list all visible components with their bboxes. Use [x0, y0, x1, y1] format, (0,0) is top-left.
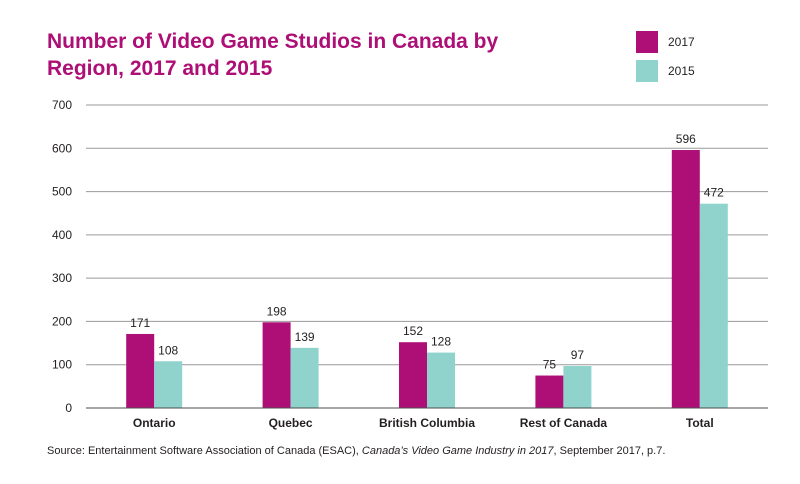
- legend-label-2017: 2017: [668, 35, 695, 49]
- x-tick-label: Rest of Canada: [520, 416, 608, 430]
- bar: [154, 361, 183, 408]
- bar: [399, 342, 427, 408]
- chart-title: Number of Video Game Studios in Canada b…: [47, 30, 499, 80]
- y-tick-label: 600: [52, 141, 72, 155]
- bar: [126, 333, 155, 408]
- y-tick-label: 0: [65, 401, 72, 415]
- y-tick-label: 500: [52, 185, 72, 199]
- y-tick-label: 100: [52, 358, 72, 372]
- bar: [262, 322, 291, 408]
- data-label: 128: [431, 335, 451, 349]
- legend: 2017 2015: [636, 31, 695, 89]
- legend-swatch-2015: [636, 60, 658, 82]
- y-tick-label: 400: [52, 228, 72, 242]
- data-label: 596: [676, 132, 696, 146]
- legend-item-2015: 2015: [636, 60, 695, 82]
- legend-label-2015: 2015: [668, 64, 695, 78]
- x-tick-label: Total: [686, 416, 714, 430]
- x-tick-label: Quebec: [269, 416, 313, 430]
- x-tick-label: Ontario: [133, 416, 176, 430]
- source-suffix: , September 2017, p.7.: [553, 445, 666, 457]
- data-label: 171: [130, 316, 150, 330]
- source-prefix: Source: Entertainment Software Associati…: [47, 445, 362, 457]
- bar: [671, 150, 700, 408]
- data-label: 152: [403, 324, 423, 338]
- bar: [699, 203, 728, 408]
- y-tick-label: 700: [52, 98, 72, 112]
- y-tick-label: 300: [52, 271, 72, 285]
- legend-swatch-2017: [636, 31, 658, 53]
- data-label: 198: [267, 304, 287, 318]
- bar: [427, 352, 455, 408]
- data-label: 75: [543, 358, 557, 372]
- source-publication: Canada’s Video Game Industry in 2017: [361, 445, 554, 457]
- x-tick-label: British Columbia: [379, 416, 475, 430]
- legend-item-2017: 2017: [636, 31, 695, 53]
- data-label: 97: [571, 348, 585, 362]
- data-label: 472: [704, 186, 724, 200]
- data-label: 108: [158, 343, 178, 357]
- bar: [563, 366, 592, 408]
- y-tick-label: 200: [52, 314, 72, 328]
- source-note: Source: Entertainment Software Associati…: [47, 445, 665, 457]
- bar: [535, 375, 564, 408]
- bar: [290, 347, 319, 408]
- data-label: 139: [295, 330, 315, 344]
